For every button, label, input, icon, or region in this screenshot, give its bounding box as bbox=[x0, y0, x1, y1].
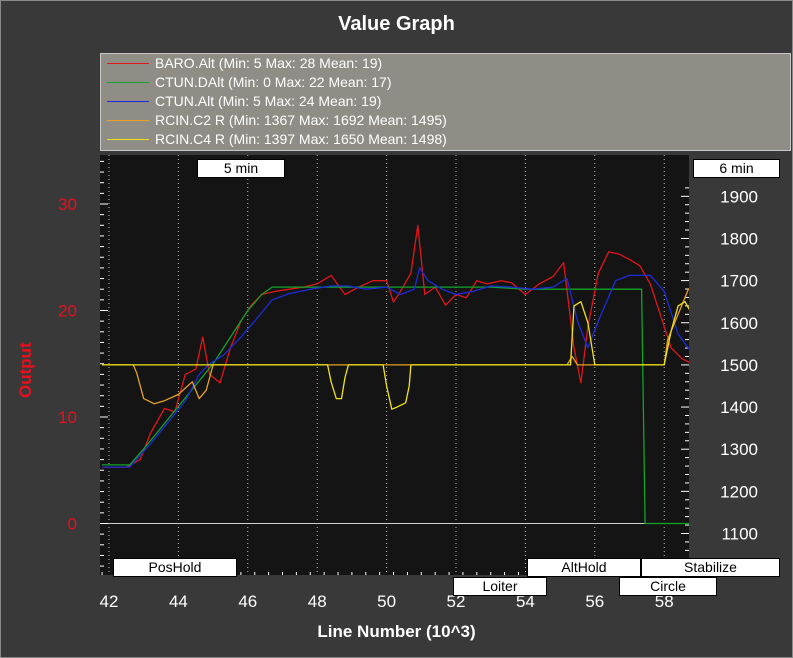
legend-item-baro-alt[interactable]: BARO.Alt (Min: 5 Max: 28 Mean: 19) bbox=[101, 54, 790, 73]
mode-label-stabilize: Stabilize bbox=[641, 558, 780, 577]
legend-label: RCIN.C4 R (Min: 1397 Max: 1650 Mean: 149… bbox=[155, 131, 447, 147]
legend-label: BARO.Alt (Min: 5 Max: 28 Mean: 19) bbox=[155, 55, 383, 71]
chart-title: Value Graph bbox=[338, 13, 455, 35]
x-tick-label: 44 bbox=[169, 592, 188, 611]
mode-label-poshold: PosHold bbox=[113, 558, 237, 577]
y-tick-label: 10 bbox=[58, 408, 77, 427]
legend-item-rcin-c4[interactable]: RCIN.C4 R (Min: 1397 Max: 1650 Mean: 149… bbox=[101, 130, 790, 149]
x-tick-label: 54 bbox=[516, 592, 535, 611]
y-tick-label: 30 bbox=[58, 195, 77, 214]
x-tick-label: 46 bbox=[238, 592, 257, 611]
y-tick-label: 20 bbox=[58, 302, 77, 321]
legend-item-ctun-dalt[interactable]: CTUN.DAlt (Min: 0 Max: 22 Mean: 17) bbox=[101, 73, 790, 92]
mode-label-circle: Circle bbox=[619, 577, 717, 596]
legend-swatch bbox=[107, 139, 149, 140]
legend: BARO.Alt (Min: 5 Max: 28 Mean: 19) CTUN.… bbox=[100, 53, 791, 151]
x-tick-label: 42 bbox=[100, 592, 119, 611]
x-tick-label: 52 bbox=[447, 592, 466, 611]
y-right-tick-label: 1200 bbox=[720, 482, 758, 501]
legend-item-rcin-c2[interactable]: RCIN.C2 R (Min: 1367 Max: 1692 Mean: 149… bbox=[101, 111, 790, 130]
legend-label: RCIN.C2 R (Min: 1367 Max: 1692 Mean: 149… bbox=[155, 112, 447, 128]
y-right-tick-label: 1800 bbox=[720, 229, 758, 248]
mode-label-loiter: Loiter bbox=[453, 577, 547, 596]
y-right-tick-label: 1600 bbox=[720, 314, 758, 333]
time-marker-left: 5 min bbox=[197, 159, 285, 178]
legend-swatch bbox=[107, 63, 149, 64]
legend-swatch bbox=[107, 82, 149, 83]
mode-label-althold: AltHold bbox=[527, 558, 641, 577]
x-tick-label: 58 bbox=[655, 592, 674, 611]
series-line-baro-alt bbox=[102, 224, 689, 468]
x-tick-label: 56 bbox=[585, 592, 604, 611]
legend-label: CTUN.Alt (Min: 5 Max: 24 Mean: 19) bbox=[155, 93, 382, 109]
legend-swatch bbox=[107, 101, 149, 102]
y-right-tick-label: 1400 bbox=[720, 398, 758, 417]
x-tick-label: 50 bbox=[377, 592, 396, 611]
y-axis-title: Output bbox=[16, 342, 35, 398]
series-line-ctun-alt bbox=[102, 267, 689, 468]
x-tick-label: 48 bbox=[308, 592, 327, 611]
y-right-tick-label: 1100 bbox=[721, 525, 758, 544]
legend-label: CTUN.DAlt (Min: 0 Max: 22 Mean: 17) bbox=[155, 74, 392, 90]
y-right-tick-label: 1300 bbox=[720, 440, 758, 459]
x-axis-title: Line Number (10^3) bbox=[317, 622, 476, 641]
y-right-tick-label: 1900 bbox=[720, 187, 758, 206]
series-line-rcin-c4-r bbox=[102, 301, 689, 410]
y-right-tick-label: 1500 bbox=[720, 356, 758, 375]
y-right-tick-label: 1700 bbox=[720, 272, 758, 291]
series-line-ctun-dalt bbox=[102, 286, 689, 525]
time-marker-right: 6 min bbox=[693, 159, 780, 178]
legend-swatch bbox=[107, 120, 149, 121]
y-tick-label: 0 bbox=[68, 515, 77, 534]
legend-item-ctun-alt[interactable]: CTUN.Alt (Min: 5 Max: 24 Mean: 19) bbox=[101, 92, 790, 111]
series-line-rcin-c2-r bbox=[102, 287, 689, 405]
